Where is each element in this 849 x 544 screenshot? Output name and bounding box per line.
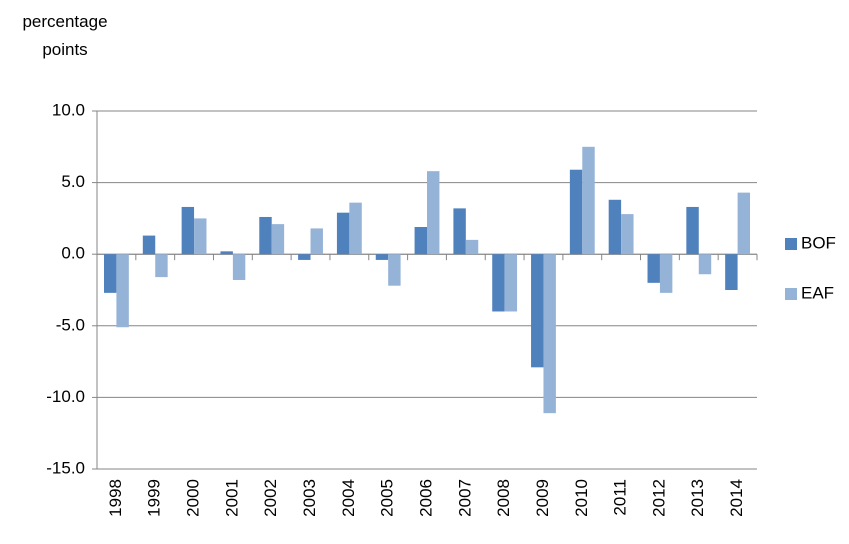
bar <box>271 224 285 255</box>
x-tick-label: 2006 <box>416 479 435 517</box>
bar <box>659 254 673 293</box>
bar <box>310 228 323 255</box>
x-tick-label: 2003 <box>300 479 319 517</box>
bar <box>582 146 595 255</box>
bar <box>103 254 117 293</box>
y-axis-title: percentage points <box>22 12 108 59</box>
legend-swatch <box>785 238 797 250</box>
bar <box>375 254 389 260</box>
bar <box>608 199 622 255</box>
x-tick-label: 2007 <box>455 479 474 517</box>
legend-swatch <box>785 288 797 300</box>
y-tick-label: -10.0 <box>46 387 85 406</box>
bar <box>647 254 660 283</box>
bar <box>427 171 440 255</box>
x-tick-label: 1999 <box>145 479 164 517</box>
bar <box>543 254 556 414</box>
bar <box>686 206 699 255</box>
bar <box>504 254 518 312</box>
x-tick-label: 2004 <box>339 479 358 517</box>
bar <box>453 208 466 255</box>
x-tick-label: 2000 <box>184 479 203 517</box>
bar <box>725 254 738 290</box>
bar <box>220 251 233 255</box>
bar <box>336 212 350 255</box>
bar <box>298 254 311 260</box>
bar <box>737 192 751 255</box>
bar <box>194 218 207 255</box>
legend-label: EAF <box>801 283 834 302</box>
bar <box>181 206 195 255</box>
bar <box>492 254 505 312</box>
x-tick-label: 2008 <box>494 479 513 517</box>
x-tick-label: 2002 <box>261 479 280 517</box>
x-tick-label: 2011 <box>611 479 630 516</box>
x-tick-label: 2001 <box>222 479 241 517</box>
x-tick-label: 1998 <box>106 479 125 517</box>
x-tick-label: 2009 <box>533 479 552 517</box>
bar <box>414 226 427 255</box>
bar <box>142 235 156 255</box>
y-tick-label: -5.0 <box>56 315 85 334</box>
x-tick-label: 2010 <box>572 479 591 517</box>
bar <box>531 254 544 368</box>
x-tick-label: 2005 <box>378 479 397 517</box>
y-tick-label: 10.0 <box>52 100 85 119</box>
bar <box>465 239 479 255</box>
bar <box>621 214 634 255</box>
bar <box>569 169 583 255</box>
bar <box>116 254 129 328</box>
x-tick-label: 2013 <box>688 479 707 517</box>
legend-label: BOF <box>801 233 836 252</box>
y-tick-label: -15.0 <box>46 458 85 477</box>
bar <box>388 254 401 286</box>
bar <box>259 216 272 255</box>
bar <box>349 202 362 255</box>
x-tick-label: 2012 <box>649 479 668 517</box>
bar <box>698 254 712 275</box>
x-tick-label: 2014 <box>727 479 746 517</box>
bar <box>232 254 246 280</box>
bar <box>155 254 168 278</box>
y-tick-label: 0.0 <box>61 244 85 263</box>
y-tick-label: 5.0 <box>61 172 85 191</box>
